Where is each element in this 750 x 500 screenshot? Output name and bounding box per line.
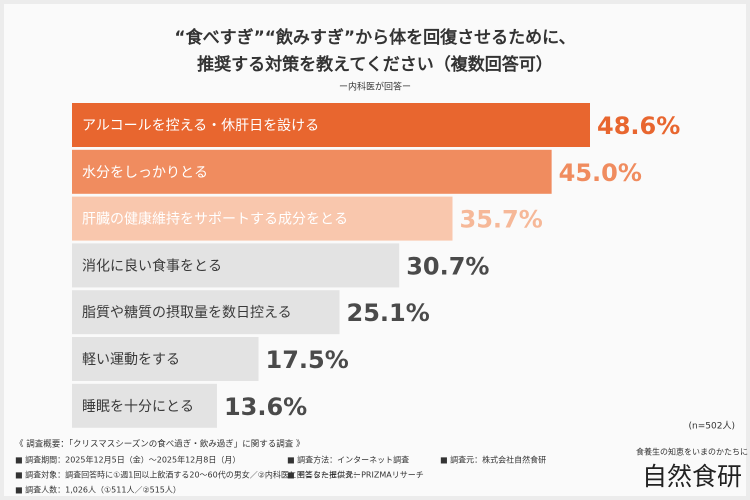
bar <box>72 290 340 335</box>
value-label: 48.6% <box>597 112 680 140</box>
chart-title: 推奨する対策を教えてください（複数回答可） <box>197 54 553 75</box>
footer-line: ■ 調査方法：インターネット調査 <box>287 455 409 465</box>
bar <box>72 149 552 194</box>
footer-line: ■ 調査元：株式会社自然食研 <box>440 455 546 465</box>
bar <box>72 196 453 241</box>
chart-subtitle: ー内科医が回答ー <box>339 81 411 93</box>
value-label: 25.1% <box>347 299 430 327</box>
brand-name: 自然食研 <box>642 462 742 491</box>
value-label: 35.7% <box>460 206 543 234</box>
category-label: 消化に良い食事をとる <box>82 257 222 274</box>
sample-note: (n=502人) <box>689 421 735 432</box>
value-label: 30.7% <box>406 252 489 280</box>
chart-title: “食べすぎ”“飲みすぎ”から体を回復させるために、 <box>174 27 575 48</box>
value-label: 17.5% <box>266 346 349 374</box>
bar <box>72 103 590 147</box>
category-label: アルコールを控える・休肝日を設ける <box>82 118 319 134</box>
category-label: 睡眠を十分にとる <box>82 399 194 415</box>
footer-line: ■ 調査期間：2025年12月5日（金）～2025年12月8日（月） <box>15 455 240 465</box>
brand-tagline: 食養生の知恵をいまのかたちに <box>636 447 748 457</box>
footer-heading: 《 調査概要：「クリスマスシーズンの食べ過ぎ・飲み過ぎ」に関する調査 》 <box>15 439 304 450</box>
footer-line: ■ モニター提供元：PRIZMAリサーチ <box>287 470 424 480</box>
value-label: 13.6% <box>224 393 307 421</box>
category-label: 軽い運動をする <box>82 352 180 368</box>
bar <box>72 243 400 288</box>
footer-line: ■ 調査対象：調査回答時に①週1回以上飲酒する20～60代の男女／②内科医と回答… <box>15 470 361 480</box>
value-label: 45.0% <box>559 159 642 187</box>
category-label: 脂質や糖質の摂取量を数日控える <box>82 305 292 321</box>
category-label: 肝臓の健康維持をサポートする成分をとる <box>82 211 348 228</box>
bar <box>72 383 217 428</box>
bar <box>72 337 259 381</box>
footer-line: ■ 調査人数：1,026人（①511人／②515人） <box>15 485 181 495</box>
category-label: 水分をしっかりとる <box>82 165 208 181</box>
